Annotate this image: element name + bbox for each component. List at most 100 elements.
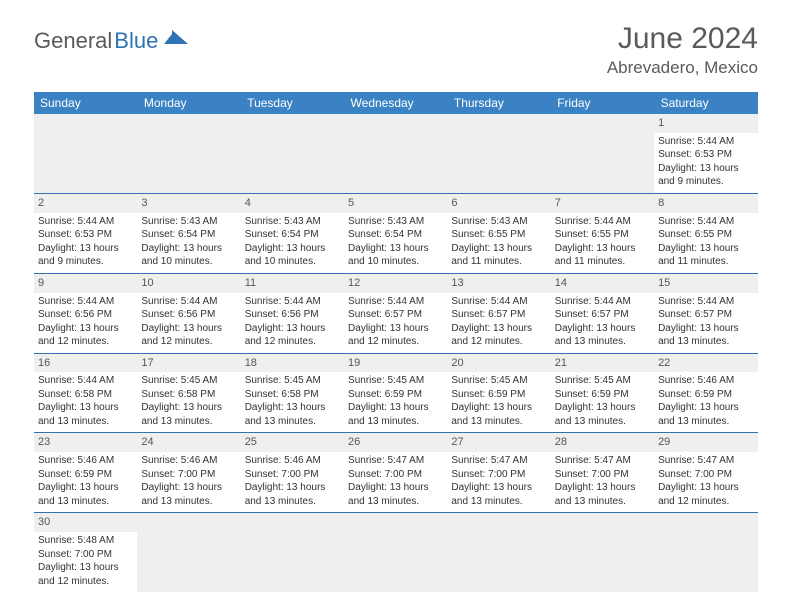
sunrise-line: Sunrise: 5:45 AM	[451, 374, 546, 388]
daylight-line: Daylight: 13 hours and 12 minutes.	[658, 481, 753, 508]
calendar-cell: 11Sunrise: 5:44 AMSunset: 6:56 PMDayligh…	[241, 273, 344, 353]
sunset-line: Sunset: 7:00 PM	[38, 548, 133, 562]
day-number: 19	[344, 354, 447, 373]
sunset-line: Sunset: 6:59 PM	[38, 468, 133, 482]
daylight-line: Daylight: 13 hours and 13 minutes.	[555, 401, 650, 428]
daylight-line: Daylight: 13 hours and 12 minutes.	[245, 322, 340, 349]
sunset-line: Sunset: 7:00 PM	[555, 468, 650, 482]
sunset-line: Sunset: 6:53 PM	[38, 228, 133, 242]
calendar-cell: 28Sunrise: 5:47 AMSunset: 7:00 PMDayligh…	[551, 433, 654, 513]
sunset-line: Sunset: 6:57 PM	[451, 308, 546, 322]
calendar-week-row: 9Sunrise: 5:44 AMSunset: 6:56 PMDaylight…	[34, 273, 758, 353]
calendar-cell	[137, 114, 240, 193]
day-number: 10	[137, 274, 240, 293]
daylight-line: Daylight: 13 hours and 13 minutes.	[245, 481, 340, 508]
calendar-cell	[551, 114, 654, 193]
day-number: 29	[654, 433, 757, 452]
sunset-line: Sunset: 6:55 PM	[451, 228, 546, 242]
sunrise-line: Sunrise: 5:47 AM	[555, 454, 650, 468]
sunset-line: Sunset: 7:00 PM	[348, 468, 443, 482]
day-number: 26	[344, 433, 447, 452]
sunrise-line: Sunrise: 5:44 AM	[658, 295, 753, 309]
weekday-header-row: Sunday Monday Tuesday Wednesday Thursday…	[34, 92, 758, 114]
daylight-line: Daylight: 13 hours and 11 minutes.	[555, 242, 650, 269]
calendar-cell	[241, 513, 344, 592]
sunrise-line: Sunrise: 5:44 AM	[555, 295, 650, 309]
sunrise-line: Sunrise: 5:46 AM	[38, 454, 133, 468]
calendar-cell: 9Sunrise: 5:44 AMSunset: 6:56 PMDaylight…	[34, 273, 137, 353]
calendar-cell: 6Sunrise: 5:43 AMSunset: 6:55 PMDaylight…	[447, 193, 550, 273]
sunrise-line: Sunrise: 5:44 AM	[38, 295, 133, 309]
logo-text-blue: Blue	[114, 28, 158, 54]
daylight-line: Daylight: 13 hours and 12 minutes.	[38, 561, 133, 588]
daylight-line: Daylight: 13 hours and 12 minutes.	[38, 322, 133, 349]
day-number: 9	[34, 274, 137, 293]
sunrise-line: Sunrise: 5:48 AM	[38, 534, 133, 548]
calendar-cell: 23Sunrise: 5:46 AMSunset: 6:59 PMDayligh…	[34, 433, 137, 513]
calendar-cell: 15Sunrise: 5:44 AMSunset: 6:57 PMDayligh…	[654, 273, 757, 353]
sunset-line: Sunset: 6:57 PM	[555, 308, 650, 322]
sunset-line: Sunset: 6:59 PM	[658, 388, 753, 402]
day-number: 23	[34, 433, 137, 452]
sunset-line: Sunset: 6:56 PM	[245, 308, 340, 322]
calendar-cell: 21Sunrise: 5:45 AMSunset: 6:59 PMDayligh…	[551, 353, 654, 433]
sunset-line: Sunset: 6:59 PM	[451, 388, 546, 402]
calendar-cell: 27Sunrise: 5:47 AMSunset: 7:00 PMDayligh…	[447, 433, 550, 513]
calendar-body: 1Sunrise: 5:44 AMSunset: 6:53 PMDaylight…	[34, 114, 758, 592]
logo-text-general: General	[34, 28, 112, 54]
calendar-cell	[137, 513, 240, 592]
day-number: 25	[241, 433, 344, 452]
calendar-cell	[344, 114, 447, 193]
weekday-monday: Monday	[137, 92, 240, 114]
calendar-week-row: 30Sunrise: 5:48 AMSunset: 7:00 PMDayligh…	[34, 513, 758, 592]
sunset-line: Sunset: 6:55 PM	[658, 228, 753, 242]
calendar-cell: 1Sunrise: 5:44 AMSunset: 6:53 PMDaylight…	[654, 114, 757, 193]
sunrise-line: Sunrise: 5:45 AM	[555, 374, 650, 388]
day-number: 20	[447, 354, 550, 373]
sunrise-line: Sunrise: 5:46 AM	[141, 454, 236, 468]
sunrise-line: Sunrise: 5:44 AM	[141, 295, 236, 309]
sunset-line: Sunset: 6:53 PM	[658, 148, 753, 162]
sunset-line: Sunset: 6:58 PM	[38, 388, 133, 402]
calendar-cell: 22Sunrise: 5:46 AMSunset: 6:59 PMDayligh…	[654, 353, 757, 433]
header: General Blue June 2024 Abrevadero, Mexic…	[0, 0, 792, 82]
sunset-line: Sunset: 6:54 PM	[348, 228, 443, 242]
sunrise-line: Sunrise: 5:44 AM	[658, 215, 753, 229]
sunset-line: Sunset: 6:57 PM	[658, 308, 753, 322]
daylight-line: Daylight: 13 hours and 13 minutes.	[451, 481, 546, 508]
day-number: 18	[241, 354, 344, 373]
day-number: 27	[447, 433, 550, 452]
daylight-line: Daylight: 13 hours and 11 minutes.	[658, 242, 753, 269]
daylight-line: Daylight: 13 hours and 13 minutes.	[245, 401, 340, 428]
daylight-line: Daylight: 13 hours and 13 minutes.	[141, 401, 236, 428]
sunset-line: Sunset: 6:55 PM	[555, 228, 650, 242]
weekday-wednesday: Wednesday	[344, 92, 447, 114]
calendar-cell	[551, 513, 654, 592]
logo: General Blue	[34, 28, 190, 54]
calendar-week-row: 1Sunrise: 5:44 AMSunset: 6:53 PMDaylight…	[34, 114, 758, 193]
day-number: 24	[137, 433, 240, 452]
calendar-table: Sunday Monday Tuesday Wednesday Thursday…	[34, 92, 758, 592]
calendar-cell: 26Sunrise: 5:47 AMSunset: 7:00 PMDayligh…	[344, 433, 447, 513]
daylight-line: Daylight: 13 hours and 13 minutes.	[658, 322, 753, 349]
daylight-line: Daylight: 13 hours and 10 minutes.	[348, 242, 443, 269]
sunset-line: Sunset: 7:00 PM	[141, 468, 236, 482]
sunset-line: Sunset: 6:58 PM	[141, 388, 236, 402]
day-number: 17	[137, 354, 240, 373]
calendar-cell: 24Sunrise: 5:46 AMSunset: 7:00 PMDayligh…	[137, 433, 240, 513]
day-number: 28	[551, 433, 654, 452]
sunrise-line: Sunrise: 5:44 AM	[451, 295, 546, 309]
sunrise-line: Sunrise: 5:43 AM	[451, 215, 546, 229]
calendar-cell: 12Sunrise: 5:44 AMSunset: 6:57 PMDayligh…	[344, 273, 447, 353]
day-number: 13	[447, 274, 550, 293]
weekday-friday: Friday	[551, 92, 654, 114]
day-number: 11	[241, 274, 344, 293]
daylight-line: Daylight: 13 hours and 10 minutes.	[245, 242, 340, 269]
sunrise-line: Sunrise: 5:44 AM	[38, 374, 133, 388]
calendar-cell: 5Sunrise: 5:43 AMSunset: 6:54 PMDaylight…	[344, 193, 447, 273]
calendar-cell: 29Sunrise: 5:47 AMSunset: 7:00 PMDayligh…	[654, 433, 757, 513]
calendar-cell: 20Sunrise: 5:45 AMSunset: 6:59 PMDayligh…	[447, 353, 550, 433]
sunrise-line: Sunrise: 5:44 AM	[658, 135, 753, 149]
daylight-line: Daylight: 13 hours and 9 minutes.	[658, 162, 753, 189]
sunrise-line: Sunrise: 5:44 AM	[555, 215, 650, 229]
